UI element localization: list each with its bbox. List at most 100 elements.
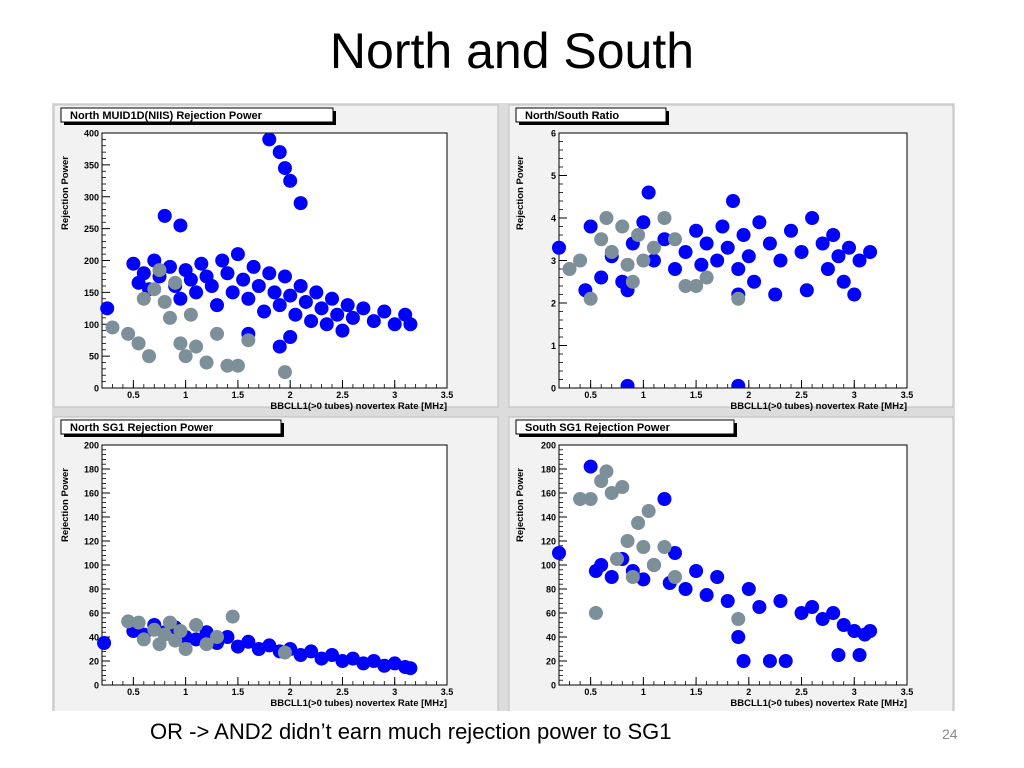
- blue-point: [863, 245, 878, 259]
- blue-point: [641, 185, 656, 200]
- gray-point: [183, 307, 198, 322]
- blue-point: [335, 323, 350, 338]
- x-axis-label: BBCLL1(>0 tubes) novertex Rate [MHz]: [730, 401, 907, 412]
- blue-point: [304, 644, 319, 659]
- blue-point: [377, 658, 392, 673]
- gray-point: [277, 365, 292, 380]
- blue-point: [183, 272, 198, 287]
- y-tick-label: 40: [546, 633, 556, 643]
- chart-title: South SG1 Rejection Power: [525, 422, 671, 434]
- blue-point: [668, 546, 682, 560]
- blue-point: [552, 546, 566, 560]
- blue-point: [678, 245, 693, 259]
- blue-point: [126, 256, 141, 271]
- x-tick-label: 2: [746, 687, 751, 697]
- x-tick-label: 1: [183, 390, 188, 400]
- blue-point: [189, 285, 204, 300]
- blue-point: [356, 656, 371, 671]
- gray-point: [136, 291, 151, 306]
- blue-point: [731, 630, 746, 644]
- blue-point: [246, 259, 261, 274]
- x-tick-label: 1.5: [232, 390, 245, 400]
- gray-point: [599, 211, 614, 225]
- gray-point: [277, 645, 292, 660]
- y-tick-label: 80: [546, 585, 556, 595]
- blue-point: [97, 636, 112, 650]
- blue-point: [799, 283, 814, 298]
- slide-caption: OR -> AND2 didn’t earn much rejection po…: [150, 719, 672, 744]
- blue-point: [762, 236, 777, 251]
- gray-point: [173, 624, 188, 638]
- y-axis-label: Rejection Power: [60, 156, 71, 230]
- blue-point: [136, 266, 151, 281]
- y-axis-label: Rejection Power: [515, 468, 526, 542]
- y-tick-label: 300: [84, 192, 99, 202]
- y-tick-label: 4: [551, 214, 556, 224]
- title-box: [60, 107, 334, 123]
- blue-point: [699, 236, 714, 251]
- gray-point: [588, 606, 603, 620]
- y-tick-label: 0: [94, 681, 99, 691]
- y-tick-label: 60: [89, 609, 99, 619]
- blue-point: [815, 236, 830, 251]
- blue-point: [304, 314, 319, 329]
- gray-point: [189, 618, 204, 632]
- blue-point: [100, 301, 115, 316]
- points-group: [552, 459, 878, 668]
- gray-point: [657, 540, 672, 554]
- y-tick-label: 140: [84, 513, 99, 523]
- y-tick-label: 200: [84, 441, 99, 451]
- y-tick-label: 200: [541, 441, 556, 451]
- blue-point: [720, 594, 735, 608]
- blue-point: [710, 570, 725, 584]
- gray-point: [636, 540, 651, 554]
- blue-point: [741, 249, 756, 264]
- blue-point: [262, 133, 277, 147]
- blue-point: [283, 330, 298, 344]
- blue-point: [293, 196, 308, 211]
- y-tick-label: 100: [541, 561, 556, 571]
- x-tick-label: 1.5: [690, 687, 703, 697]
- chart-grid: North MUID1D(NIIS) Rejection Power050100…: [53, 104, 954, 711]
- x-tick-label: 3.5: [441, 687, 454, 697]
- blue-point: [741, 582, 756, 596]
- y-tick-label: 140: [541, 513, 556, 523]
- chart-panel-4: South SG1 Rejection Power020406080100120…: [508, 416, 954, 711]
- blue-point: [831, 249, 846, 264]
- gray-point: [121, 326, 136, 341]
- blue-point: [762, 654, 777, 668]
- y-tick-label: 50: [89, 352, 99, 362]
- y-tick-label: 160: [84, 489, 99, 499]
- gray-point: [121, 614, 136, 629]
- blue-point: [694, 257, 709, 272]
- blue-point: [288, 307, 303, 322]
- y-tick-label: 1: [551, 341, 556, 351]
- plot-frame: [558, 444, 908, 686]
- blue-point: [784, 223, 798, 238]
- x-tick-label: 1: [183, 687, 188, 697]
- y-tick-label: 180: [541, 465, 556, 475]
- blue-point: [826, 228, 841, 242]
- blue-point: [689, 564, 704, 578]
- gray-point: [147, 282, 162, 297]
- blue-point: [747, 274, 762, 289]
- blue-point: [794, 606, 809, 620]
- x-tick-label: 3.5: [441, 390, 454, 400]
- gray-point: [583, 291, 598, 306]
- chart-panel-2: North/South Ratio 0 1 2 3 4 5 6 0.5 1 1.5 2 2.5 3 3.5B…: [508, 104, 954, 412]
- gray-point: [199, 355, 214, 370]
- blue-point: [604, 570, 619, 584]
- gray-point: [615, 480, 630, 494]
- x-tick-label: 0.5: [127, 687, 140, 697]
- blue-point: [340, 298, 355, 313]
- x-tick-label: 2: [288, 687, 293, 697]
- gray-point: [583, 492, 598, 506]
- x-tick-label: 1.5: [232, 687, 245, 697]
- points-group: [100, 133, 418, 380]
- gray-point: [594, 232, 609, 247]
- x-tick-label: 0.5: [584, 687, 597, 697]
- title-box: [60, 419, 282, 435]
- blue-point: [594, 270, 609, 285]
- blue-point: [366, 654, 381, 668]
- blue-point: [842, 240, 856, 255]
